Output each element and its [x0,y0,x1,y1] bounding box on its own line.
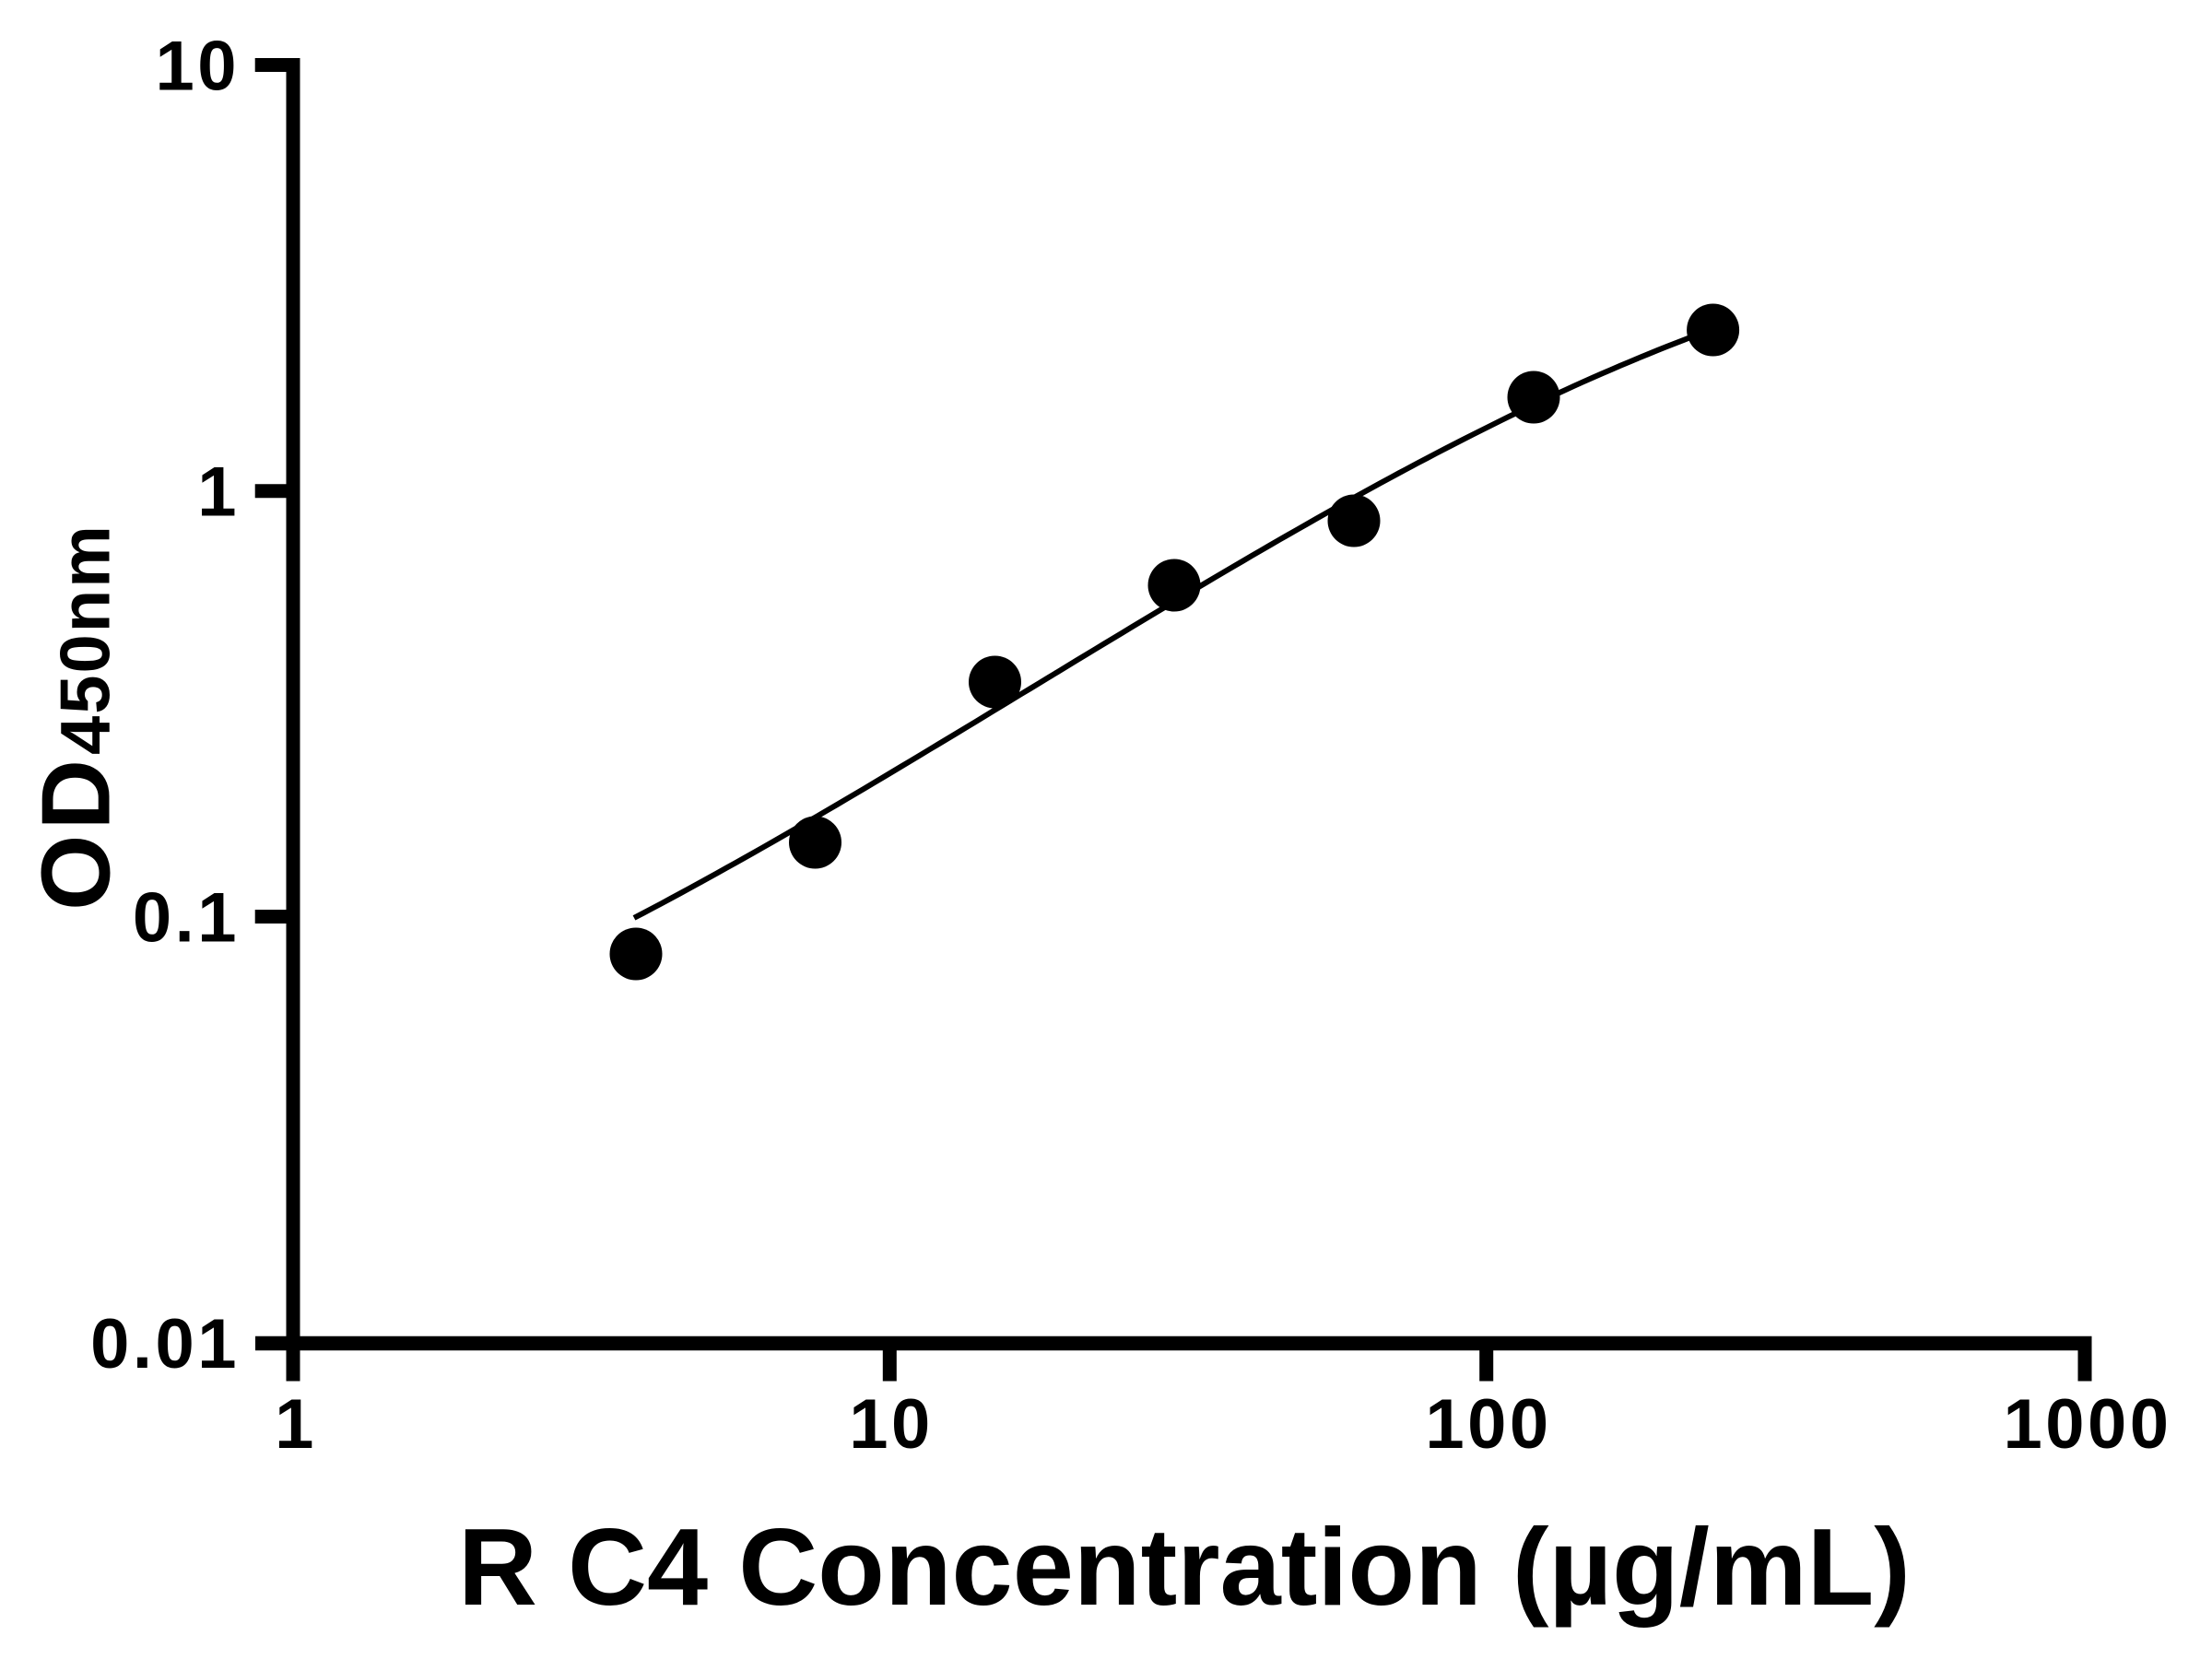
svg-text:OD450nm: OD450nm [22,524,131,911]
svg-text:1: 1 [275,1385,317,1464]
svg-text:0.1: 0.1 [133,879,240,958]
svg-text:10: 10 [849,1385,934,1464]
svg-text:1: 1 [197,453,240,532]
svg-text:1000: 1000 [2003,1385,2171,1464]
svg-text:0.01: 0.01 [90,1305,240,1383]
svg-text:R C4 Concentration (µg/mL): R C4 Concentration (µg/mL) [458,1506,1911,1629]
svg-text:100: 100 [1425,1385,1551,1464]
svg-text:10: 10 [155,28,240,106]
